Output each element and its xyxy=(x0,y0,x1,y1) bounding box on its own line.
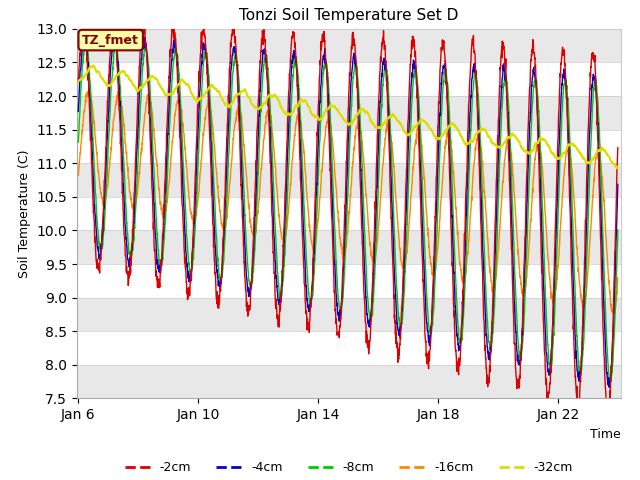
X-axis label: Time: Time xyxy=(590,428,621,441)
Y-axis label: Soil Temperature (C): Soil Temperature (C) xyxy=(18,149,31,278)
Legend: -2cm, -4cm, -8cm, -16cm, -32cm: -2cm, -4cm, -8cm, -16cm, -32cm xyxy=(120,456,578,480)
Bar xyxy=(77,230,621,264)
Bar xyxy=(77,298,621,331)
Bar xyxy=(77,365,621,398)
Bar xyxy=(77,163,621,197)
Text: TZ_fmet: TZ_fmet xyxy=(82,34,139,47)
Title: Tonzi Soil Temperature Set D: Tonzi Soil Temperature Set D xyxy=(239,9,458,24)
Bar xyxy=(77,29,621,62)
Bar xyxy=(77,96,621,130)
